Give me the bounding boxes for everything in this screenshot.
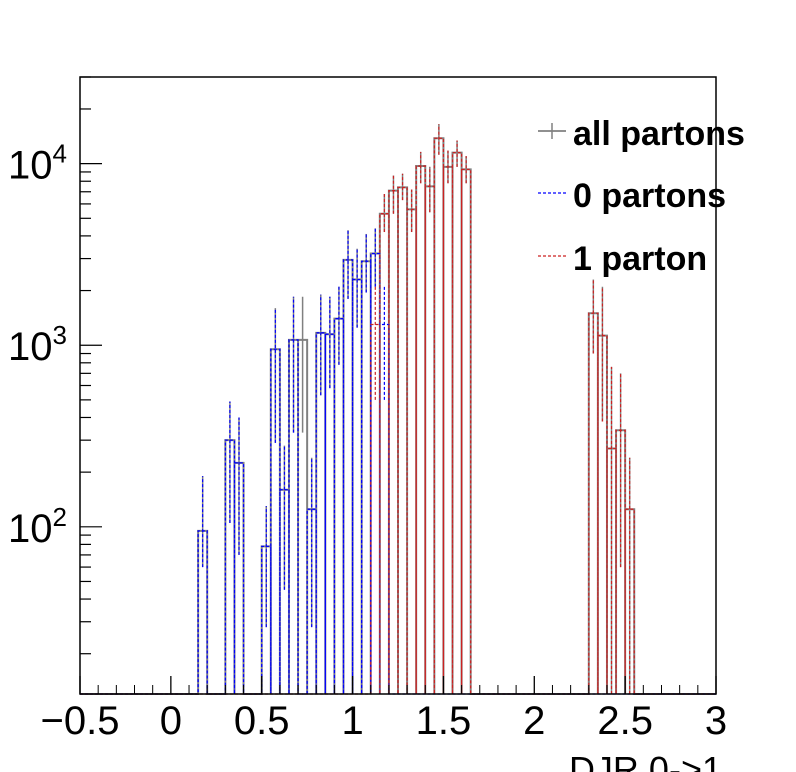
series-outline bbox=[80, 252, 716, 695]
series-1-parton bbox=[80, 124, 716, 695]
legend-item: all partons bbox=[538, 115, 745, 153]
legend-label: 1 parton bbox=[573, 240, 707, 278]
x-tick-label: 1.5 bbox=[416, 699, 472, 743]
legend-label: all partons bbox=[573, 115, 745, 153]
legend: all partons 0 partons 1 parton bbox=[538, 115, 745, 278]
x-tick-label: 2.5 bbox=[597, 699, 653, 743]
x-tick-label: 3 bbox=[705, 699, 727, 743]
y-tick-label: 104 bbox=[8, 139, 67, 188]
series-0-partons bbox=[80, 228, 716, 695]
x-tick-label: 0.5 bbox=[234, 699, 290, 743]
axis-layer: −0.5 0 0.5 1 1.5 2 2.5 3 102 103 104 bbox=[8, 76, 727, 743]
legend-item: 0 partons bbox=[538, 177, 726, 215]
y-tick-label: 102 bbox=[8, 502, 67, 551]
y-tick-label: 103 bbox=[8, 320, 67, 369]
legend-label: 0 partons bbox=[573, 177, 726, 215]
x-tick-label: 0 bbox=[160, 699, 182, 743]
x-tick-label: −0.5 bbox=[41, 699, 120, 743]
x-axis-label: DJR 0->1 bbox=[569, 749, 722, 772]
x-tick-label: 2 bbox=[523, 699, 545, 743]
x-tick-label: 1 bbox=[341, 699, 363, 743]
series-outline bbox=[80, 137, 716, 695]
series-layer bbox=[80, 124, 716, 695]
legend-item: 1 parton bbox=[538, 240, 707, 278]
